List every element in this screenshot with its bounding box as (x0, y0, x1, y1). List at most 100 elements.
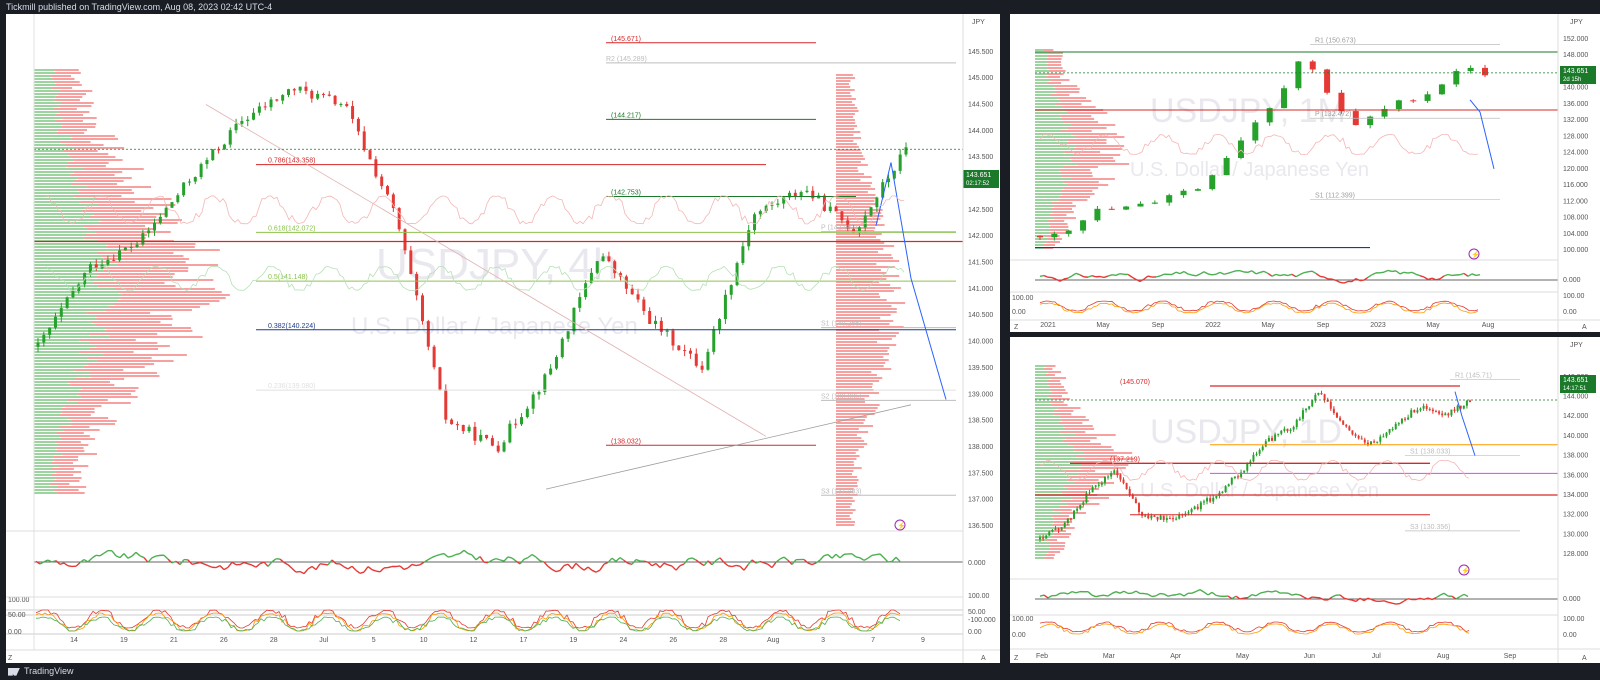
profile-bar-sell (55, 72, 81, 74)
currency-label-1m: JPY (1570, 19, 1583, 26)
candle-1d (1085, 493, 1088, 503)
candle-1d (1264, 441, 1267, 447)
profile-bar-1d-buy (1035, 491, 1062, 493)
candle-1d (1320, 392, 1323, 395)
candle (252, 112, 256, 120)
profile-bar-buy (34, 216, 90, 218)
profile-bar-right-sell (836, 215, 884, 217)
cci-line-1d (1095, 594, 1101, 598)
candle (828, 206, 832, 211)
cci-line (503, 556, 509, 562)
price-axis-1m[interactable]: 152.000148.000144.000140.000136.000132.0… (1012, 36, 1588, 316)
cci-line-1m (1411, 271, 1417, 275)
time-axis-1m[interactable]: 2021 May Sep 2022 May Sep 2023 May Aug (1040, 322, 1494, 329)
profile-bar-1d-sell (1047, 551, 1061, 553)
profile-bar-right-sell (836, 443, 868, 445)
profile-bar-1m-buy (1035, 103, 1056, 105)
auto-scale-button-1d[interactable]: A (1582, 655, 1587, 662)
cci-line (147, 557, 153, 563)
profile-bar-1d-buy (1035, 521, 1054, 523)
candle (426, 321, 430, 347)
profile-bar-right-sell (836, 113, 855, 115)
lightning-icon-1m[interactable] (1468, 248, 1480, 260)
price-axis-label: 140.000 (1563, 433, 1588, 440)
price-tag-value: 143.651 (966, 172, 991, 179)
cci-line-1d (1039, 594, 1045, 597)
price-axis[interactable]: 145.500145.000144.500144.000143.500143.0… (8, 49, 996, 636)
profile-bar-1d-buy (1035, 422, 1059, 424)
auto-scale-button-1m[interactable]: A (1582, 324, 1587, 331)
profile-bar-1d-sell (1049, 548, 1065, 550)
candle-1d (1119, 474, 1122, 480)
candle-1d (1054, 528, 1057, 531)
zoom-icon-1d[interactable]: Z (1014, 655, 1019, 662)
candle-1d (1404, 418, 1407, 420)
profile-bar-1m-buy (1035, 160, 1072, 162)
lightning-icon[interactable] (894, 519, 906, 531)
profile-bar-right-sell (836, 464, 855, 466)
profile-bar-1m-buy (1035, 106, 1063, 108)
auto-scale-button[interactable]: A (981, 655, 986, 662)
price-axis-label: 134.000 (1563, 492, 1588, 499)
profile-bar-1d-sell (1050, 389, 1066, 391)
chart-panel-4h[interactable]: USDJPY, 4h U.S. Dollar / Japanese Yen (1… (6, 14, 1000, 663)
profile-bar-buy (34, 342, 90, 344)
profile-bar-1m-buy (1035, 232, 1050, 234)
profile-bar-1m-sell (1053, 205, 1076, 207)
cci-line (555, 569, 561, 573)
chart-4h-svg[interactable]: USDJPY, 4h U.S. Dollar / Japanese Yen (1… (6, 14, 1000, 663)
candle (677, 345, 681, 351)
chart-1d-svg[interactable]: USDJPY, 1D U.S. Dollar / Japanese Yen (1… (1010, 337, 1600, 663)
profile-bar-1m-sell (1053, 217, 1076, 219)
cci-line (891, 556, 897, 562)
cci-line (603, 561, 609, 565)
profile-bar-sell (93, 213, 167, 215)
zoom-icon[interactable]: Z (8, 655, 13, 662)
time-axis[interactable]: 14 19 21 26 28 Jul 5 10 12 17 19 24 26 28 Aug 3 7 9 (70, 637, 925, 644)
candle-1d (1357, 435, 1360, 439)
profile-bar-sell (106, 246, 195, 248)
candle-1d (1193, 506, 1196, 510)
lightning-icon-1d[interactable] (1458, 564, 1470, 576)
profile-bar-1d-sell (1045, 365, 1056, 367)
cci-line-1m (1043, 274, 1049, 278)
candle-1d (1366, 442, 1369, 446)
candle (187, 181, 191, 183)
profile-bar-1m-sell (1060, 130, 1092, 132)
chart-1m-svg[interactable]: USDJPY, 1M U.S. Dollar / Japanese Yen R1… (1010, 14, 1600, 332)
osc-axis-label: 50.00 (968, 609, 986, 616)
profile-bar-sell (73, 159, 123, 161)
chart-panel-1d[interactable]: USDJPY, 1D U.S. Dollar / Japanese Yen (1… (1010, 337, 1600, 663)
profile-bar-sell (60, 90, 93, 92)
cci-line-1d (1443, 592, 1449, 597)
osc-left-label: 100.00 (1012, 616, 1034, 623)
cci-line-1m (1323, 276, 1329, 280)
profile-bar-1m-sell (1047, 73, 1064, 75)
cci-line (655, 563, 661, 568)
profile-bar-right-sell (836, 155, 864, 157)
time-axis-1d[interactable]: Feb Mar Apr May Jun Jul Aug Sep (1036, 653, 1516, 660)
time-axis-label: 17 (520, 637, 528, 644)
candle-1d (1469, 400, 1471, 402)
cci-line (771, 561, 777, 569)
cci-line-1m (1387, 269, 1393, 273)
profile-bar-1m-buy (1035, 85, 1055, 87)
profile-bar-buy (34, 384, 71, 386)
candle-1d (1116, 470, 1119, 475)
tradingview-logo-icon[interactable] (8, 667, 20, 676)
cci-line (259, 561, 265, 565)
profile-bar-sell (57, 93, 86, 95)
candle-1m (1395, 100, 1402, 110)
zoom-icon-1m[interactable]: Z (1014, 324, 1019, 331)
cci-line (87, 557, 93, 563)
candle (386, 186, 390, 195)
candle-1m (1410, 100, 1417, 102)
profile-bar-buy (34, 381, 69, 383)
candle-1d (1277, 433, 1280, 435)
profile-bar-1d-buy (1035, 509, 1054, 511)
cci-line-1m (1463, 272, 1469, 277)
chart-panel-1m[interactable]: USDJPY, 1M U.S. Dollar / Japanese Yen R1… (1010, 14, 1600, 332)
profile-bar-1m-sell (1063, 166, 1098, 168)
cci-line-1d (1307, 596, 1313, 600)
cci-line (515, 560, 521, 565)
